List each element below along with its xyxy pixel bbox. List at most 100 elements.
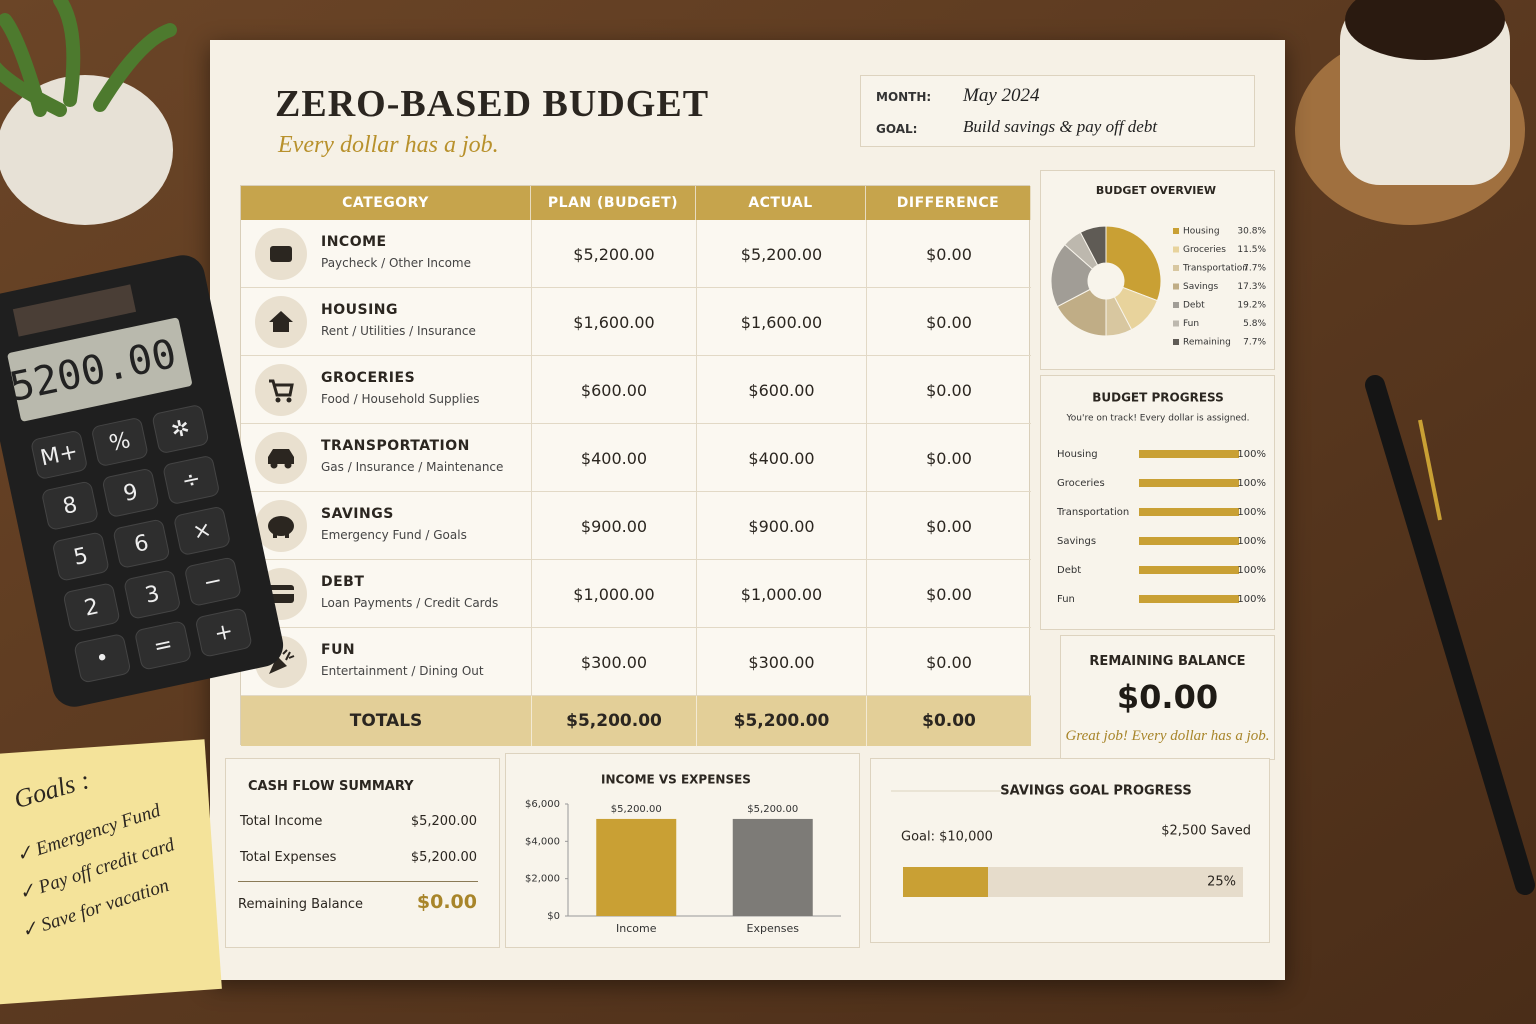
table-row: HOUSING Rent / Utilities / Insurance $1,60…	[241, 288, 1031, 356]
savings-goal-progress: SAVINGS GOAL PROGRESS Goal: $10,000 $2,500…	[870, 758, 1270, 943]
table-row: FUN Entertainment / Dining Out $300.00 $300…	[241, 628, 1031, 696]
y-tick-label: $6,000	[525, 799, 560, 810]
amount-plan: $300.00	[531, 628, 696, 696]
tagline: Every dollar has a job.	[278, 132, 499, 158]
amount-plan: $1,000.00	[531, 560, 696, 628]
amount-plan: $900.00	[531, 492, 696, 560]
progress-label: 100%	[1237, 565, 1266, 576]
icon-shape	[268, 449, 294, 464]
chart-title: BUDGET OVERVIEW	[1096, 184, 1216, 197]
remaining-title: REMAINING BALANCE	[1089, 654, 1246, 669]
amount-actual: $1,000.00	[696, 560, 866, 628]
legend-swatch	[1173, 228, 1179, 234]
amount-actual: $300.00	[696, 628, 866, 696]
bar	[732, 818, 813, 916]
remaining-value: $0.00	[1116, 678, 1219, 716]
amount-difference: $0.00	[866, 628, 1031, 696]
progress-name: Fun	[1057, 594, 1075, 605]
goal: Build savings & pay off debt	[963, 117, 1158, 136]
amount-plan: $5,200.00	[531, 220, 696, 288]
progress-bar	[1139, 537, 1239, 545]
pen	[1365, 375, 1535, 895]
category-icon	[255, 568, 307, 620]
legend-value: 19.2%	[1237, 301, 1266, 311]
progress-name: Savings	[1057, 536, 1096, 547]
savings-saved: $2,500 Saved	[1161, 824, 1251, 839]
category-icon	[255, 228, 307, 280]
amount-difference: $0.00	[866, 288, 1031, 356]
pie-slice	[1079, 225, 1107, 266]
legend-swatch	[1173, 320, 1179, 327]
budget-table: CATEGORY PLAN (BUDGET) ACTUAL DIFFERENCE INC…	[240, 185, 1031, 746]
legend-label: Fun	[1183, 319, 1199, 329]
icon	[270, 246, 292, 262]
progress-bar	[1139, 566, 1239, 574]
table-row: SAVINGS Emergency Fund / Goals $900.00 $900…	[241, 492, 1031, 560]
totals-label: TOTALS	[349, 711, 423, 731]
legend-swatch	[1173, 302, 1179, 308]
x-tick-label: Income	[616, 922, 657, 935]
category-name: FUN	[321, 642, 356, 658]
legend-swatch	[1173, 339, 1179, 345]
y-tick-label: $4,000	[525, 836, 560, 847]
progress-bar	[1139, 508, 1239, 516]
month: May 2024	[963, 85, 1040, 106]
totals-plan: $5,200.00	[531, 696, 696, 746]
category-icon	[255, 296, 307, 348]
x-tick-label: Expenses	[747, 922, 800, 935]
table-row: INCOME Paycheck / Other Income $5,200.00 $5…	[241, 220, 1031, 288]
progress-label: 100%	[1237, 536, 1266, 547]
savings-title: SAVINGS GOAL PROGRESS	[1000, 784, 1191, 799]
chart-title: INCOME VS EXPENSES	[601, 773, 751, 787]
category-icon	[255, 500, 307, 552]
amount-plan: $1,600.00	[531, 288, 696, 356]
cash-flow-label: Total Income	[240, 814, 323, 829]
category-detail: Gas / Insurance / Maintenance	[321, 460, 504, 474]
category-detail: Food / Household Supplies	[321, 392, 480, 406]
progress-bar	[1139, 595, 1239, 603]
category-icon	[255, 364, 307, 416]
icon-shape	[270, 461, 278, 469]
progress-name: Transportation	[1056, 507, 1129, 518]
category-name: HOUSING	[321, 302, 398, 318]
month-label: MONTH:	[876, 90, 932, 104]
category-detail: Rent / Utilities / Insurance	[321, 324, 476, 338]
column-header: ACTUAL	[696, 186, 866, 220]
progress-name: Debt	[1057, 565, 1081, 576]
cash-flow-value: $5,200.00	[410, 850, 477, 865]
icon-shape	[282, 649, 295, 661]
amount-actual: $900.00	[696, 492, 866, 560]
legend-value: 17.3%	[1237, 282, 1266, 292]
category-name: INCOME	[321, 234, 387, 250]
icon-shape	[285, 532, 289, 538]
amount-actual: $1,600.00	[696, 288, 866, 356]
bar-value-label: $5,200.00	[611, 804, 662, 815]
category-name: TRANSPORTATION	[321, 438, 470, 454]
category-detail: Paycheck / Other Income	[321, 256, 471, 270]
balance-value: $0.00	[416, 891, 477, 913]
goal-label: GOAL:	[876, 122, 918, 136]
legend-value: 11.5%	[1237, 245, 1266, 255]
legend-label: Debt	[1183, 301, 1205, 311]
category-detail: Emergency Fund / Goals	[321, 528, 467, 542]
progress-name: Groceries	[1057, 478, 1105, 489]
icon-shape	[268, 590, 294, 594]
amount-actual: $400.00	[696, 424, 866, 492]
amount-plan: $600.00	[531, 356, 696, 424]
progress-label: 100%	[1237, 507, 1266, 518]
legend-value: 7.7%	[1243, 338, 1266, 348]
amount-difference: $0.00	[866, 356, 1031, 424]
icon-shape	[270, 246, 292, 262]
savings-goal: Goal: $10,000	[901, 830, 993, 845]
progress-subtitle: You're on track! Every dollar is assigne…	[1065, 414, 1249, 424]
amount-actual: $5,200.00	[696, 220, 866, 288]
cash-flow-summary: CASH FLOW SUMMARY Total Income $5,200.00 To…	[225, 758, 500, 948]
legend-label: Transportation	[1182, 264, 1248, 274]
category-name: GROCERIES	[321, 370, 416, 386]
chart-svg: INCOME VS EXPENSES $0 $2,000 $4,000 $6,000 $5…	[525, 773, 841, 935]
icon	[268, 585, 294, 603]
progress-bar	[1139, 450, 1239, 458]
table-row: GROCERIES Food / Household Supplies $600.0…	[241, 356, 1031, 424]
icon-shape	[275, 397, 281, 403]
